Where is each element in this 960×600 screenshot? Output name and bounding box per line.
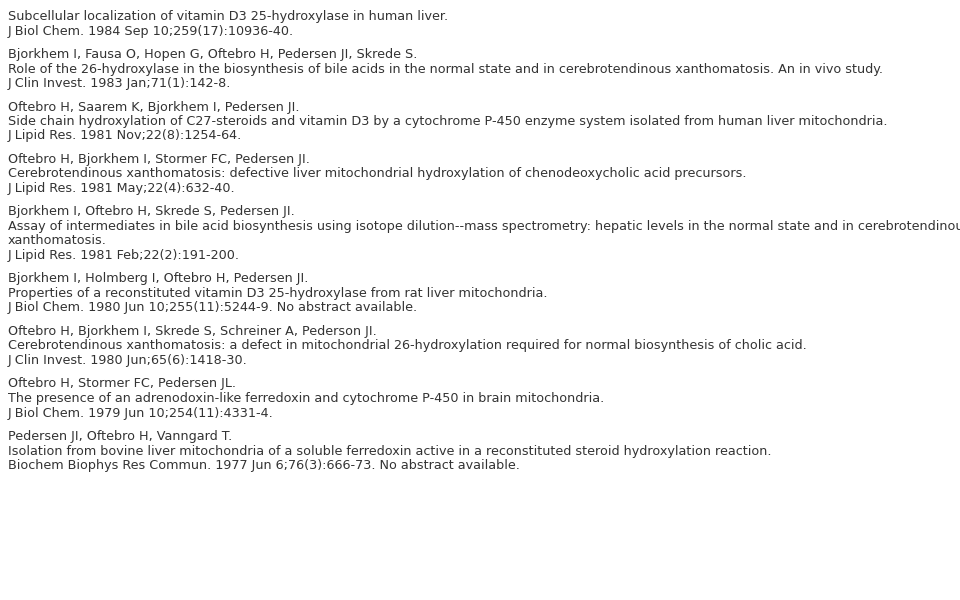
Text: The presence of an adrenodoxin-like ferredoxin and cytochrome P-450 in brain mit: The presence of an adrenodoxin-like ferr… <box>8 392 604 405</box>
Text: xanthomatosis.: xanthomatosis. <box>8 235 107 247</box>
Text: Side chain hydroxylation of C27-steroids and vitamin D3 by a cytochrome P-450 en: Side chain hydroxylation of C27-steroids… <box>8 115 887 128</box>
Text: Pedersen JI, Oftebro H, Vanngard T.: Pedersen JI, Oftebro H, Vanngard T. <box>8 430 232 443</box>
Text: Oftebro H, Saarem K, Bjorkhem I, Pedersen JI.: Oftebro H, Saarem K, Bjorkhem I, Pederse… <box>8 100 300 113</box>
Text: Isolation from bovine liver mitochondria of a soluble ferredoxin active in a rec: Isolation from bovine liver mitochondria… <box>8 445 772 457</box>
Text: Bjorkhem I, Fausa O, Hopen G, Oftebro H, Pedersen JI, Skrede S.: Bjorkhem I, Fausa O, Hopen G, Oftebro H,… <box>8 48 418 61</box>
Text: J Lipid Res. 1981 May;22(4):632-40.: J Lipid Res. 1981 May;22(4):632-40. <box>8 182 235 195</box>
Text: Cerebrotendinous xanthomatosis: a defect in mitochondrial 26-hydroxylation requi: Cerebrotendinous xanthomatosis: a defect… <box>8 340 806 352</box>
Text: Bjorkhem I, Oftebro H, Skrede S, Pedersen JI.: Bjorkhem I, Oftebro H, Skrede S, Pederse… <box>8 205 295 218</box>
Text: Oftebro H, Stormer FC, Pedersen JL.: Oftebro H, Stormer FC, Pedersen JL. <box>8 377 236 391</box>
Text: Oftebro H, Bjorkhem I, Skrede S, Schreiner A, Pederson JI.: Oftebro H, Bjorkhem I, Skrede S, Schrein… <box>8 325 376 338</box>
Text: J Lipid Res. 1981 Nov;22(8):1254-64.: J Lipid Res. 1981 Nov;22(8):1254-64. <box>8 130 242 142</box>
Text: J Clin Invest. 1980 Jun;65(6):1418-30.: J Clin Invest. 1980 Jun;65(6):1418-30. <box>8 354 248 367</box>
Text: J Biol Chem. 1980 Jun 10;255(11):5244-9. No abstract available.: J Biol Chem. 1980 Jun 10;255(11):5244-9.… <box>8 301 419 314</box>
Text: Bjorkhem I, Holmberg I, Oftebro H, Pedersen JI.: Bjorkhem I, Holmberg I, Oftebro H, Peder… <box>8 272 308 286</box>
Text: J Lipid Res. 1981 Feb;22(2):191-200.: J Lipid Res. 1981 Feb;22(2):191-200. <box>8 249 240 262</box>
Text: Cerebrotendinous xanthomatosis: defective liver mitochondrial hydroxylation of c: Cerebrotendinous xanthomatosis: defectiv… <box>8 167 747 181</box>
Text: Biochem Biophys Res Commun. 1977 Jun 6;76(3):666-73. No abstract available.: Biochem Biophys Res Commun. 1977 Jun 6;7… <box>8 459 520 472</box>
Text: Assay of intermediates in bile acid biosynthesis using isotope dilution--mass sp: Assay of intermediates in bile acid bios… <box>8 220 960 233</box>
Text: Oftebro H, Bjorkhem I, Stormer FC, Pedersen JI.: Oftebro H, Bjorkhem I, Stormer FC, Peder… <box>8 153 310 166</box>
Text: Properties of a reconstituted vitamin D3 25-hydroxylase from rat liver mitochond: Properties of a reconstituted vitamin D3… <box>8 287 547 300</box>
Text: Subcellular localization of vitamin D3 25-hydroxylase in human liver.: Subcellular localization of vitamin D3 2… <box>8 10 448 23</box>
Text: J Clin Invest. 1983 Jan;71(1):142-8.: J Clin Invest. 1983 Jan;71(1):142-8. <box>8 77 231 90</box>
Text: J Biol Chem. 1979 Jun 10;254(11):4331-4.: J Biol Chem. 1979 Jun 10;254(11):4331-4. <box>8 407 274 419</box>
Text: J Biol Chem. 1984 Sep 10;259(17):10936-40.: J Biol Chem. 1984 Sep 10;259(17):10936-4… <box>8 25 294 37</box>
Text: Role of the 26-hydroxylase in the biosynthesis of bile acids in the normal state: Role of the 26-hydroxylase in the biosyn… <box>8 62 883 76</box>
